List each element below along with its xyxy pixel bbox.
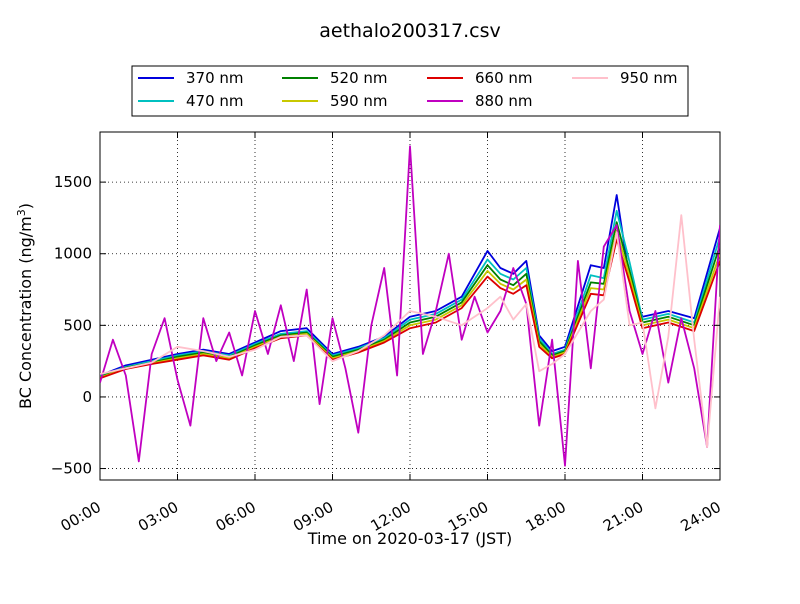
series-line-470-nm <box>100 209 720 378</box>
series-layer <box>100 145 720 467</box>
grid-layer <box>100 132 720 480</box>
y-tick-label: 0 <box>82 388 92 406</box>
chart-title: aethalo200317.csv <box>319 20 501 42</box>
legend-box <box>131 65 689 117</box>
y-tick-label: 1000 <box>54 245 92 263</box>
series-line-950-nm <box>100 214 720 449</box>
y-tick-label: 1500 <box>54 173 92 191</box>
y-axis-label-main: BC Concentration (ng/m <box>16 216 35 409</box>
legend-label: 880 nm <box>475 92 533 110</box>
legend-label: 590 nm <box>330 92 388 110</box>
y-tick-label: −500 <box>51 460 92 478</box>
legend-label: 950 nm <box>620 69 678 87</box>
legend: 370 nm 470 nm 520 nm 590 nm 660 nm 880 nm 950 … <box>131 65 689 117</box>
legend-label: 470 nm <box>186 92 244 110</box>
y-axis-label-superscript: 3 <box>15 209 28 216</box>
legend-label: 660 nm <box>475 69 533 87</box>
legend-label: 370 nm <box>186 69 244 87</box>
y-axis-label-close: ) <box>16 203 35 209</box>
x-axis-label: Time on 2020-03-17 (JST) <box>307 529 512 548</box>
y-tick-label: 500 <box>63 316 92 334</box>
series-line-880-nm <box>100 145 720 467</box>
legend-label: 520 nm <box>330 69 388 87</box>
y-axis-label: BC Concentration (ng/m3) <box>15 203 36 409</box>
series-line-370-nm <box>100 194 720 377</box>
